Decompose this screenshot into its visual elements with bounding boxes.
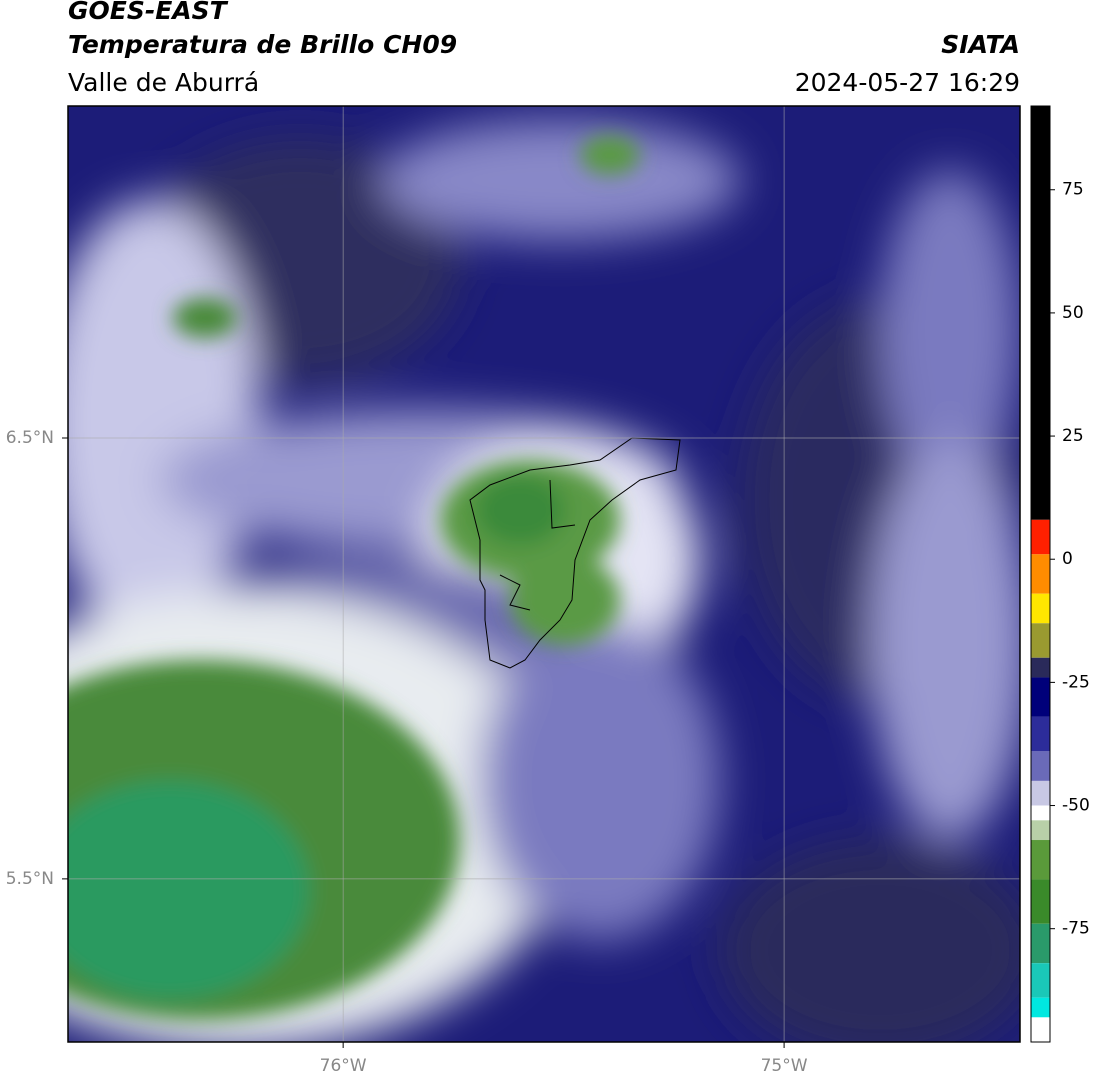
y-tick-label: 6.5°N (6, 428, 54, 448)
colorbar-segment (1031, 106, 1050, 520)
x-tick-label: 75°W (761, 1056, 808, 1076)
satellite-image (68, 106, 1020, 1042)
colorbar-tick-label: -25 (1062, 672, 1090, 692)
plot-frame (67, 105, 1021, 1043)
colorbar-segment (1031, 519, 1050, 555)
colorbar-segment (1031, 554, 1050, 594)
x-tick-label: 76°W (320, 1056, 367, 1076)
colorbar-segment (1031, 751, 1050, 781)
valley-boundary (469, 437, 681, 669)
colorbar-segment (1031, 997, 1050, 1018)
colorbar-segment (1031, 677, 1050, 717)
colorbar-tick-label: 25 (1062, 426, 1084, 446)
region: Valle de Aburrá (68, 68, 259, 97)
colorbar-frame (1030, 105, 1051, 1043)
colorbar-segment (1031, 593, 1050, 624)
datetime: 2024-05-27 16:29 (795, 68, 1020, 97)
subtitle: Temperatura de Brillo CH09 (68, 30, 457, 59)
colorbar-tick-label: 75 (1062, 180, 1084, 200)
title: GOES-EAST (68, 0, 229, 25)
y-tick-label: 5.5°N (6, 869, 54, 889)
colorbar-segment (1031, 1017, 1050, 1042)
colorbar-segment (1031, 820, 1050, 841)
colorbar-tick-label: -75 (1062, 919, 1090, 939)
colorbar-tick-label: 0 (1062, 549, 1073, 569)
colorbar-segment (1031, 716, 1050, 752)
colorbar-segment (1031, 840, 1050, 880)
colorbar-segment (1031, 657, 1050, 678)
colorbar-tick-label: 50 (1062, 303, 1084, 323)
colorbar-segment (1031, 963, 1050, 998)
source: SIATA (941, 30, 1020, 59)
colorbar-tick-label: -50 (1062, 796, 1090, 816)
colorbar-segment (1031, 805, 1050, 821)
colorbar-segment (1031, 879, 1050, 924)
colorbar-segment (1031, 780, 1050, 806)
colorbar-segment (1031, 623, 1050, 658)
colorbar-segment (1031, 923, 1050, 964)
